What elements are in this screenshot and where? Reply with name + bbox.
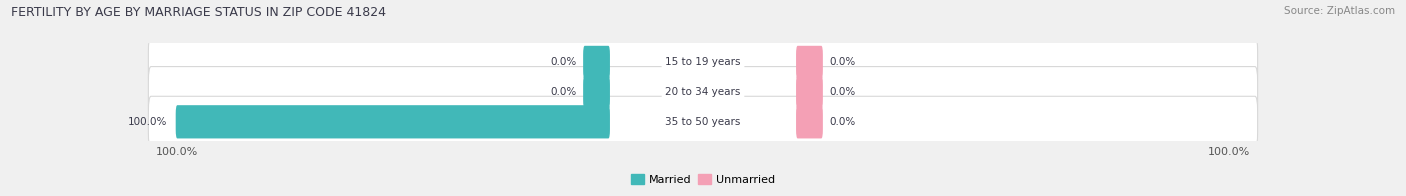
Text: 100.0%: 100.0% xyxy=(128,117,167,127)
Text: 0.0%: 0.0% xyxy=(830,117,855,127)
FancyBboxPatch shape xyxy=(796,46,823,79)
Text: FERTILITY BY AGE BY MARRIAGE STATUS IN ZIP CODE 41824: FERTILITY BY AGE BY MARRIAGE STATUS IN Z… xyxy=(11,6,387,19)
Text: 20 to 34 years: 20 to 34 years xyxy=(665,87,741,97)
Text: 0.0%: 0.0% xyxy=(551,87,576,97)
FancyBboxPatch shape xyxy=(796,105,823,138)
FancyBboxPatch shape xyxy=(149,37,1257,88)
Text: Source: ZipAtlas.com: Source: ZipAtlas.com xyxy=(1284,6,1395,16)
FancyBboxPatch shape xyxy=(583,75,610,109)
Text: 0.0%: 0.0% xyxy=(551,57,576,67)
FancyBboxPatch shape xyxy=(583,46,610,79)
FancyBboxPatch shape xyxy=(149,96,1257,147)
FancyBboxPatch shape xyxy=(176,105,610,138)
FancyBboxPatch shape xyxy=(796,75,823,109)
Legend: Married, Unmarried: Married, Unmarried xyxy=(627,170,779,190)
Text: 0.0%: 0.0% xyxy=(830,57,855,67)
Text: 35 to 50 years: 35 to 50 years xyxy=(665,117,741,127)
FancyBboxPatch shape xyxy=(149,67,1257,118)
Text: 0.0%: 0.0% xyxy=(830,87,855,97)
Text: 15 to 19 years: 15 to 19 years xyxy=(665,57,741,67)
